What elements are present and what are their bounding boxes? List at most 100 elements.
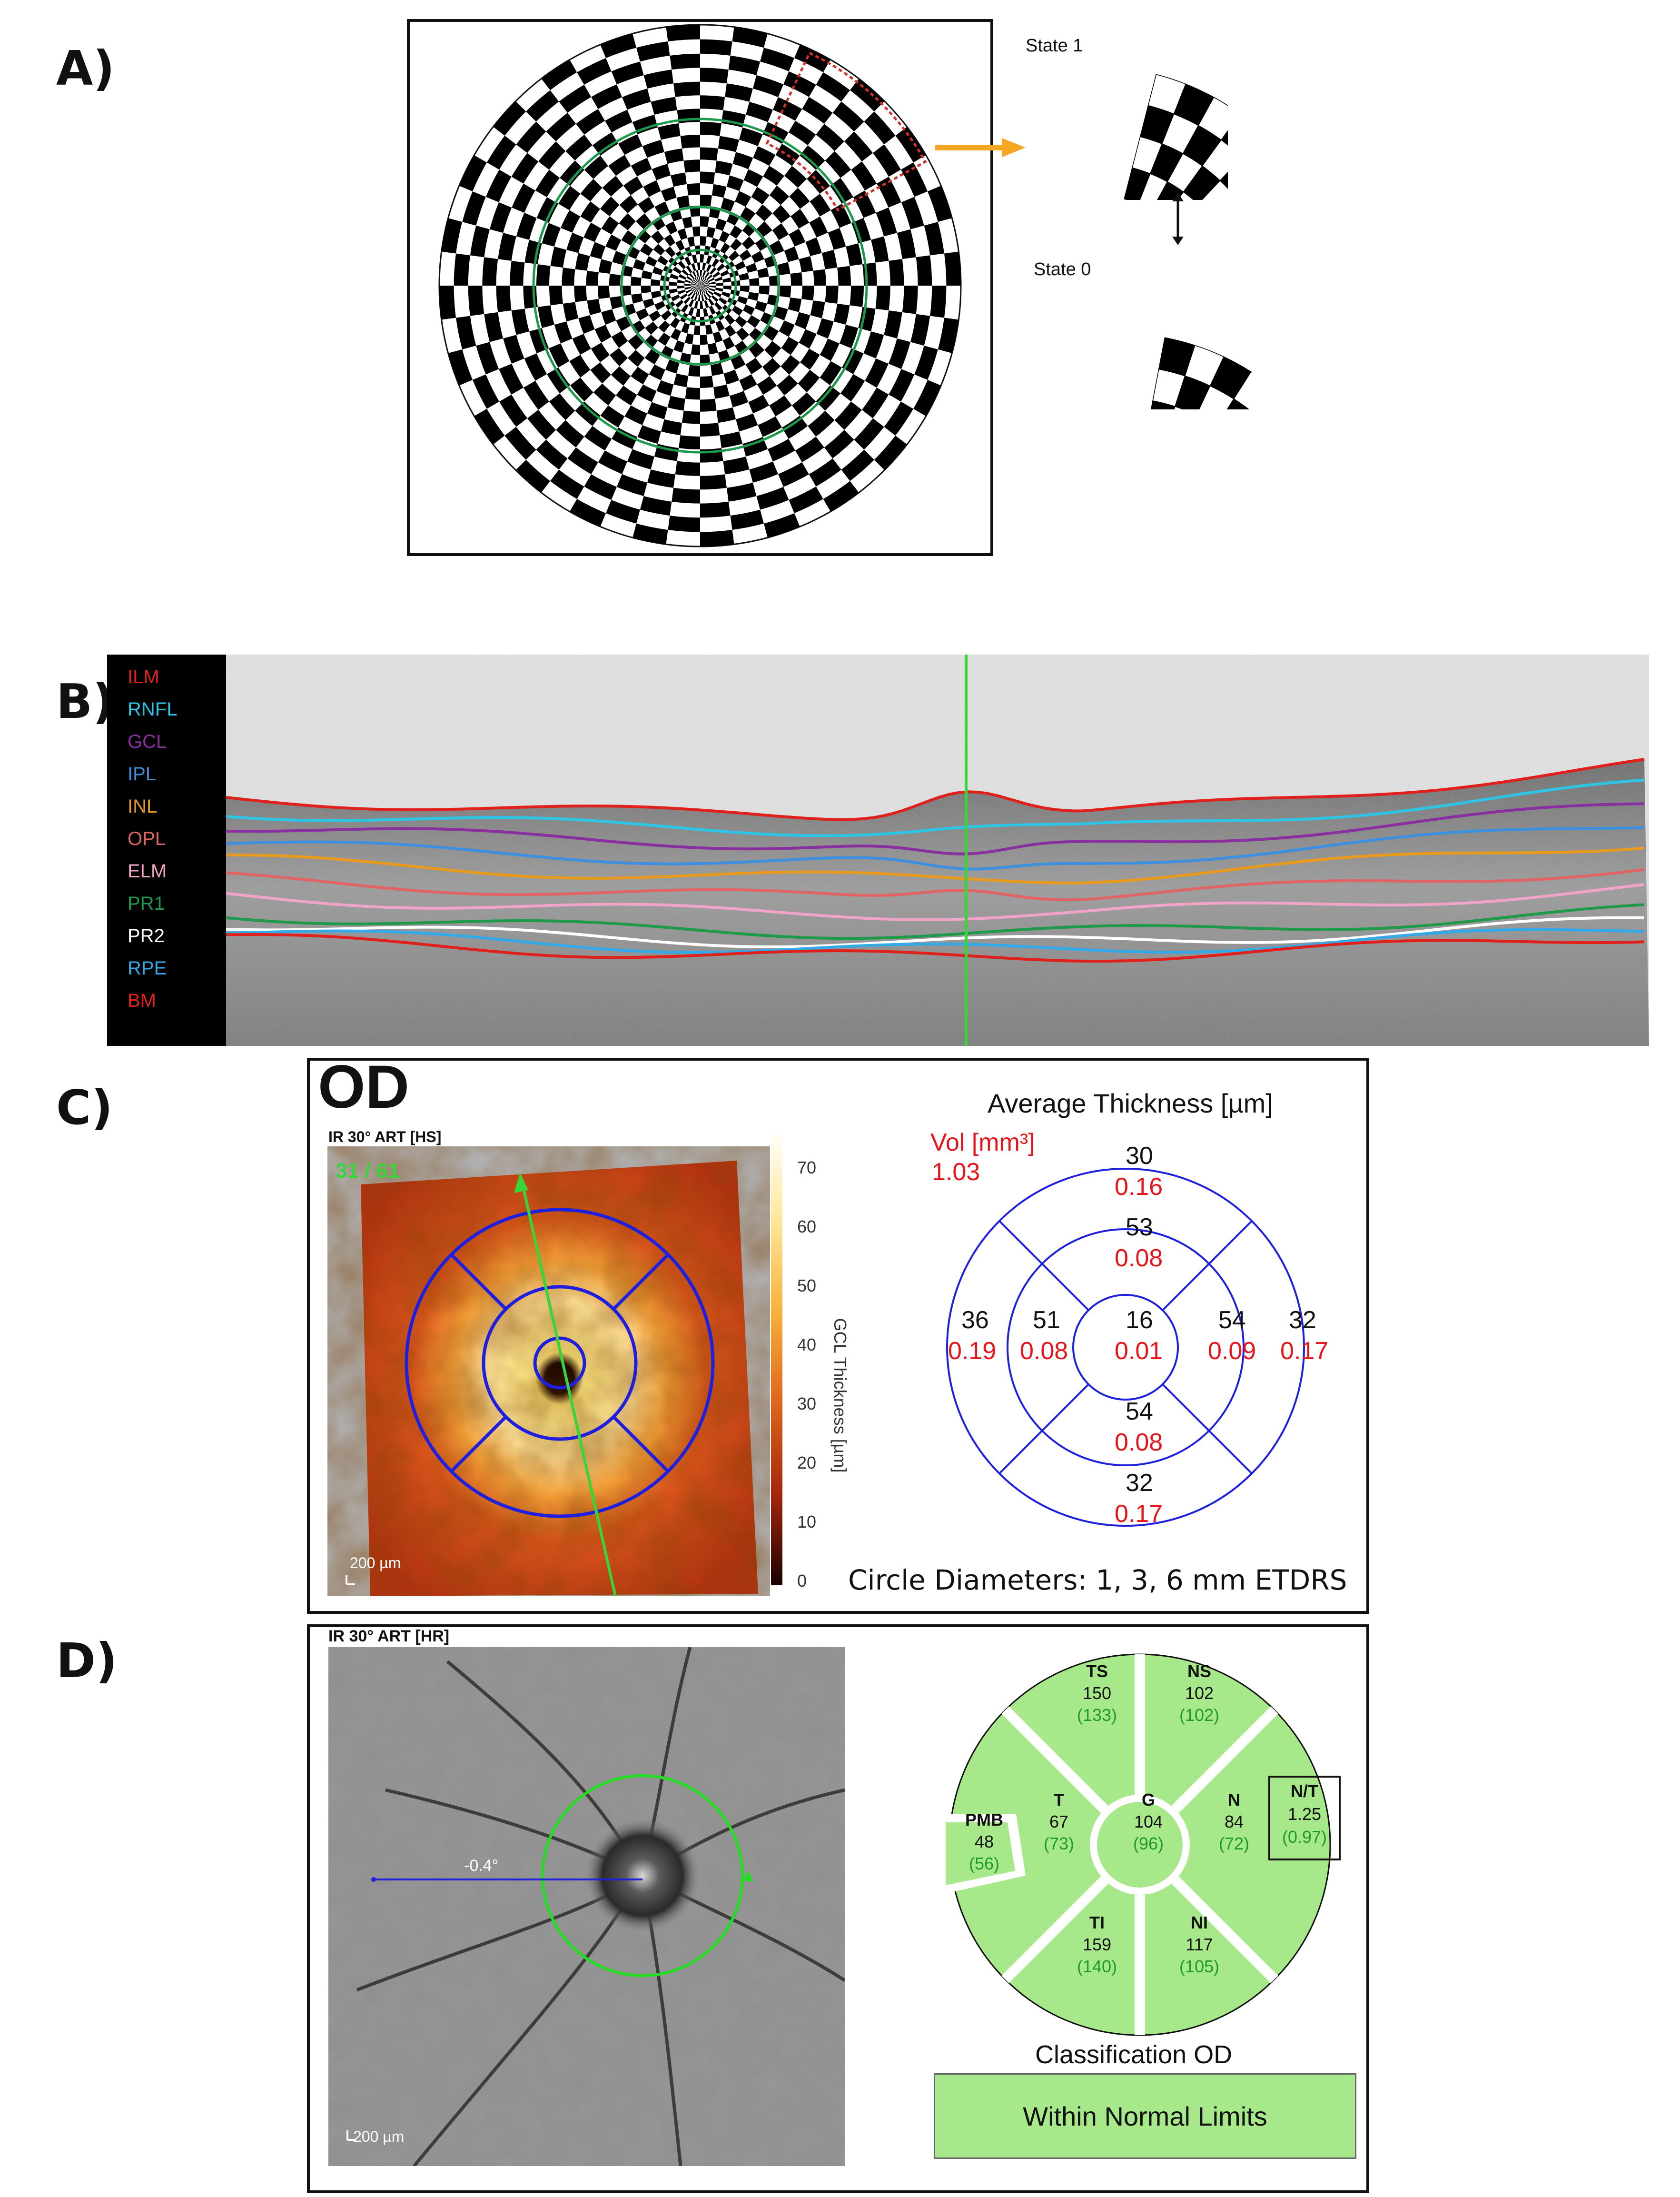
- sector-ns-normal: (102): [1179, 1705, 1220, 1725]
- layer-ilm: [226, 758, 1645, 821]
- sector-n-normal: (72): [1218, 1834, 1250, 1853]
- legend-bm: BM: [128, 990, 156, 1011]
- checker-cells: [439, 25, 961, 547]
- sector-outer-inferior-volume: 0.17: [1115, 1500, 1163, 1528]
- sector-g-fill: [1097, 1802, 1183, 1888]
- layer-opl: [226, 868, 1645, 902]
- sector-outer-nasal-thickness: 32: [1289, 1306, 1316, 1334]
- sector-center-volume: 0.01: [1115, 1337, 1163, 1365]
- nt-ratio-box: N/T 1.25 (0.97): [1268, 1776, 1341, 1860]
- colorbar-tick: 20: [797, 1453, 817, 1472]
- sector-center-thickness: 16: [1126, 1306, 1153, 1334]
- sector-ni-value: 117: [1186, 1935, 1213, 1954]
- state1-patch: [1124, 74, 1228, 200]
- legend-opl: OPL: [128, 828, 166, 849]
- oct-bscan: [226, 655, 1649, 1046]
- layer-elm: [226, 883, 1645, 921]
- nt-ratio-normal: (0.97): [1282, 1827, 1327, 1847]
- sector-outer-superior-volume: 0.16: [1115, 1173, 1163, 1201]
- gcl-scale-bar-label: 200 µm: [350, 1554, 401, 1571]
- eye-label: OD: [318, 1053, 409, 1121]
- legend-elm: ELM: [128, 861, 167, 882]
- layer-ipl: [226, 826, 1645, 871]
- sector-pmb: PMB 48 (56): [960, 1810, 1008, 1874]
- sector-g-value: 104: [1134, 1812, 1163, 1831]
- sector-t-label: T: [1054, 1790, 1064, 1809]
- legend-gcl: GCL: [128, 731, 167, 752]
- colorbar-tick: 0: [797, 1571, 807, 1591]
- sector-ns-label: NS: [1187, 1661, 1211, 1681]
- panel-d-label: D): [56, 1633, 118, 1689]
- panel-a-label: A): [56, 40, 115, 96]
- sector-pmb-value: 48: [974, 1832, 994, 1851]
- sector-pmb-normal: (56): [968, 1854, 1000, 1873]
- rnfl-sector-chart: [940, 1653, 1331, 2036]
- sector-n: N 84 (72): [1213, 1790, 1255, 1854]
- state0-patch: [1150, 337, 1252, 409]
- sector-t: T 67 (73): [1038, 1790, 1080, 1854]
- checkerboard-stimulus: [438, 24, 962, 547]
- sector-pmb-label: PMB: [965, 1810, 1003, 1829]
- colorbar-tick: 60: [797, 1217, 817, 1236]
- state1-label: State 1: [1026, 36, 1083, 56]
- colorbar-tick: 10: [797, 1512, 817, 1531]
- sector-outer-superior-thickness: 30: [1126, 1142, 1153, 1170]
- layer-pr1: [226, 903, 1645, 940]
- sector-ns: NS 102 (102): [1178, 1661, 1221, 1725]
- sector-inner-inferior-volume: 0.08: [1115, 1429, 1163, 1456]
- sector-ts-label: TS: [1086, 1661, 1108, 1681]
- layer-legend: [107, 655, 226, 1046]
- layer-bm: [226, 933, 1645, 963]
- classification-title: Classification OD: [1035, 2040, 1233, 2069]
- classification-box: Within Normal Limits: [934, 2073, 1356, 2159]
- sector-inner-temporal-thickness: 51: [1033, 1306, 1060, 1334]
- sector-outer-temporal-volume: 0.19: [948, 1337, 997, 1365]
- sector-outer-inferior-thickness: 32: [1126, 1469, 1153, 1497]
- sector-inner-nasal-volume: 0.09: [1208, 1337, 1256, 1365]
- panel-c-label: C): [56, 1080, 113, 1135]
- etdrs-grid: [946, 1168, 1305, 1527]
- total-volume: 1.03: [932, 1158, 980, 1186]
- rnfl-image-label: IR 30° ART [HR]: [328, 1627, 450, 1645]
- sector-g-label: G: [1141, 1790, 1155, 1809]
- classification-result: Within Normal Limits: [1023, 2101, 1267, 2131]
- sector-ni-normal: (105): [1179, 1957, 1220, 1976]
- sector-inner-temporal-volume: 0.08: [1020, 1337, 1068, 1365]
- sector-ti-value: 159: [1082, 1935, 1112, 1954]
- gcl-image-label: IR 30° ART [HS]: [328, 1128, 442, 1145]
- sector-n-value: 84: [1224, 1812, 1244, 1831]
- etdrs-title: Average Thickness [µm]: [988, 1088, 1273, 1118]
- sector-outer-temporal-thickness: 36: [961, 1306, 989, 1334]
- sector-n-label: N: [1228, 1790, 1240, 1809]
- sector-ni: NI 117 (105): [1178, 1913, 1221, 1977]
- colorbar-tick: 70: [797, 1158, 817, 1177]
- state0-label: State 0: [1034, 259, 1091, 279]
- legend-pr2: PR2: [128, 925, 165, 946]
- sector-ts-normal: (133): [1077, 1705, 1117, 1725]
- sector-ti: TI 159 (140): [1076, 1913, 1118, 1977]
- colorbar-label: GCL Thickness [µm]: [830, 1318, 850, 1473]
- legend-rnfl: RNFL: [128, 699, 178, 720]
- layer-pr2: [226, 916, 1645, 949]
- sector-inner-superior-volume: 0.08: [1115, 1244, 1163, 1272]
- sector-t-value: 67: [1049, 1812, 1069, 1831]
- layer-rpe: [226, 928, 1645, 954]
- slice-indicator: 31 / 61: [336, 1159, 400, 1183]
- sector-ti-normal: (140): [1077, 1957, 1117, 1976]
- sector-ts: TS 150 (133): [1076, 1661, 1118, 1725]
- sector-g: G 104 (96): [1127, 1790, 1170, 1854]
- sector-inner-nasal-thickness: 54: [1218, 1306, 1246, 1334]
- legend-ipl: IPL: [128, 764, 157, 785]
- state-toggle-arrow: [1172, 193, 1184, 245]
- volume-label: Vol [mm³]: [930, 1129, 1035, 1156]
- colorbar-tick: 30: [797, 1394, 817, 1413]
- nt-ratio-label: N/T: [1291, 1781, 1318, 1801]
- legend-ilm: ILM: [128, 666, 159, 687]
- etdrs-footer: Circle Diameters: 1, 3, 6 mm ETDRS: [848, 1564, 1347, 1596]
- sector-ns-value: 102: [1185, 1683, 1214, 1703]
- legend-rpe: RPE: [128, 958, 167, 979]
- sector-ts-value: 150: [1082, 1683, 1112, 1703]
- sector-inner-inferior-thickness: 54: [1126, 1398, 1153, 1425]
- sector-ni-label: NI: [1191, 1913, 1208, 1932]
- sector-outer-nasal-volume: 0.17: [1280, 1337, 1329, 1365]
